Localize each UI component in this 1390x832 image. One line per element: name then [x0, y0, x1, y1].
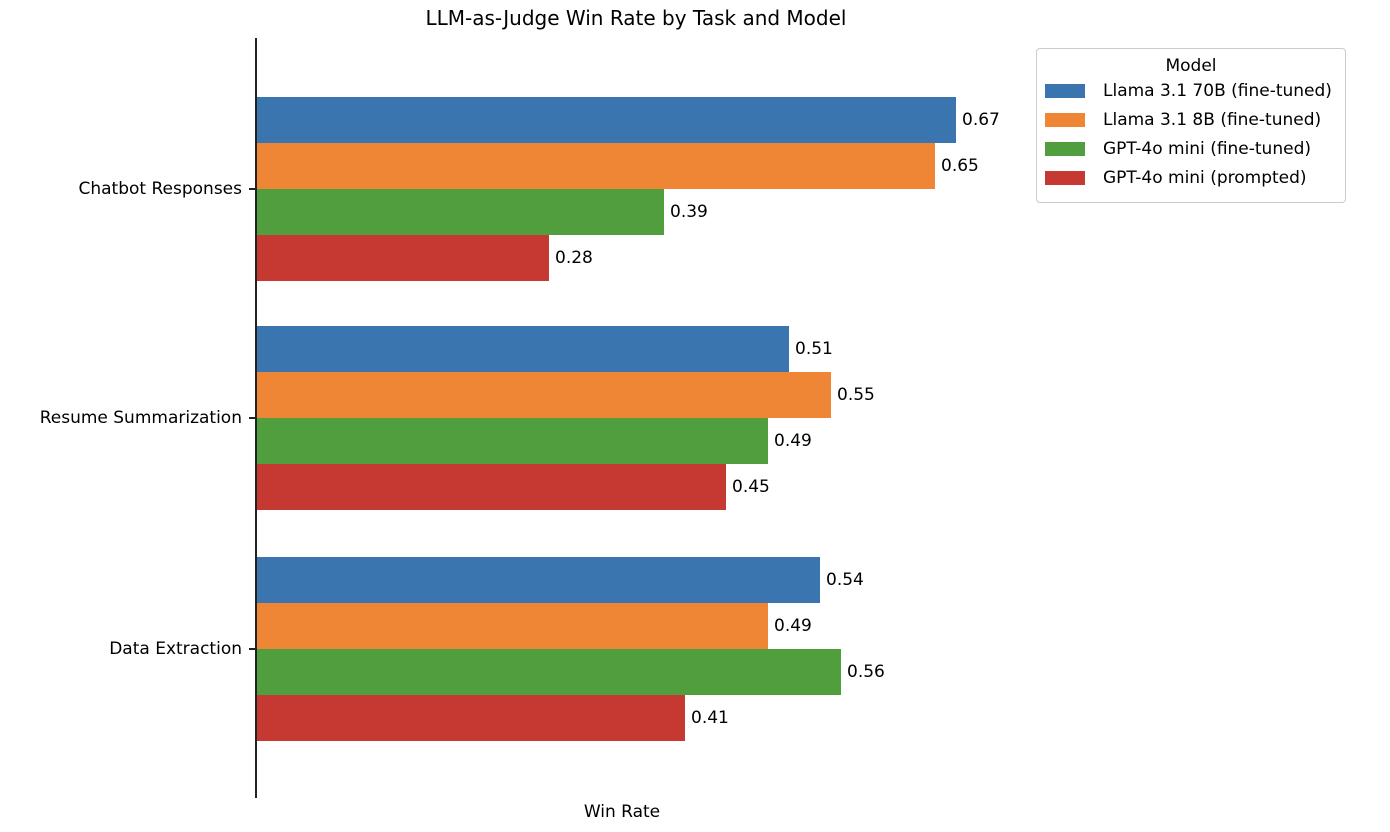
y-axis-line [255, 38, 257, 798]
bar [257, 603, 768, 649]
bar-value-label: 0.65 [941, 156, 979, 176]
bar [257, 557, 820, 603]
bar [257, 143, 935, 189]
legend-item: Llama 3.1 70B (fine-tuned) [1037, 76, 1345, 105]
y-tick-label: Resume Summarization [39, 408, 242, 428]
bar-value-label: 0.28 [555, 248, 593, 268]
y-tick [249, 188, 256, 190]
bar [257, 372, 831, 418]
bar-value-label: 0.51 [795, 339, 833, 359]
bar [257, 326, 789, 372]
legend-item: GPT-4o mini (prompted) [1037, 163, 1345, 192]
bar-value-label: 0.55 [837, 385, 875, 405]
legend-item: Llama 3.1 8B (fine-tuned) [1037, 105, 1345, 134]
legend-swatch [1045, 112, 1085, 127]
bar-value-label: 0.45 [732, 477, 770, 497]
legend-label: GPT-4o mini (fine-tuned) [1103, 138, 1311, 159]
bar [257, 695, 685, 741]
legend: Model Llama 3.1 70B (fine-tuned) Llama 3… [1036, 48, 1346, 203]
bar [257, 97, 956, 143]
chart-title: LLM-as-Judge Win Rate by Task and Model [425, 6, 847, 30]
bar-value-label: 0.54 [826, 570, 864, 590]
legend-label: Llama 3.1 70B (fine-tuned) [1103, 80, 1332, 101]
bar [257, 189, 664, 235]
bar-value-label: 0.49 [774, 616, 812, 636]
bar [257, 418, 768, 464]
legend-label: GPT-4o mini (prompted) [1103, 167, 1307, 188]
bar-value-label: 0.39 [670, 202, 708, 222]
bar [257, 235, 549, 281]
legend-item: GPT-4o mini (fine-tuned) [1037, 134, 1345, 163]
bar-value-label: 0.67 [962, 110, 1000, 130]
legend-swatch [1045, 141, 1085, 156]
legend-swatch [1045, 170, 1085, 185]
bar [257, 464, 726, 510]
y-tick [249, 648, 256, 650]
y-tick [249, 417, 256, 419]
bar [257, 649, 841, 695]
legend-swatch [1045, 83, 1085, 98]
legend-title: Model [1165, 56, 1217, 76]
x-axis-label: Win Rate [583, 802, 661, 822]
y-tick-label: Chatbot Responses [78, 179, 243, 199]
legend-label: Llama 3.1 8B (fine-tuned) [1103, 109, 1322, 130]
bar-value-label: 0.41 [691, 708, 729, 728]
y-tick-label: Data Extraction [109, 639, 242, 659]
bar-value-label: 0.49 [774, 431, 812, 451]
bar-value-label: 0.56 [847, 662, 885, 682]
